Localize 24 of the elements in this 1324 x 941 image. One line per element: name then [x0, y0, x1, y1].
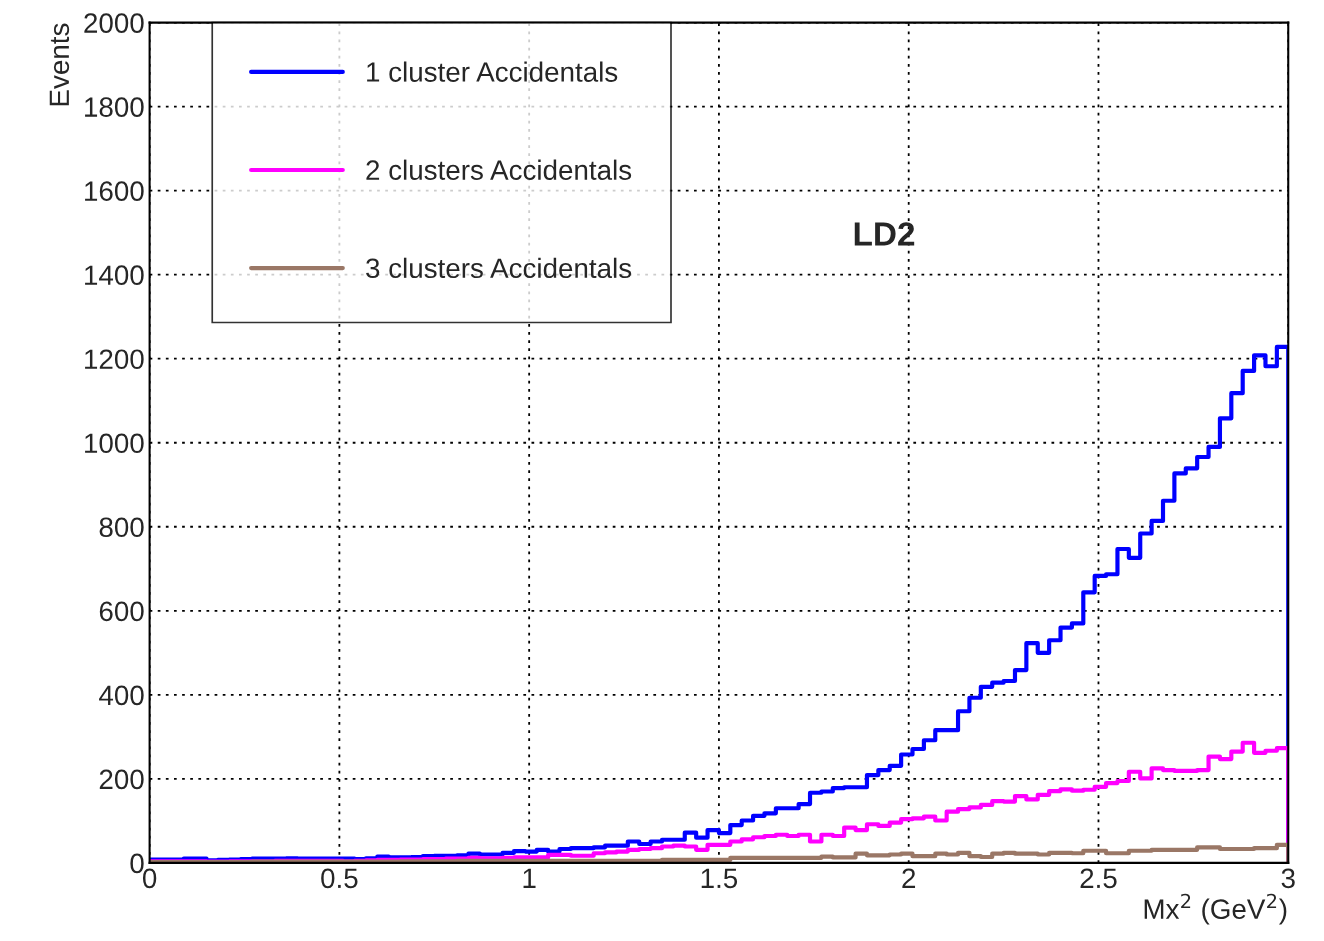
- y-tick-label: 600: [99, 601, 144, 622]
- x-tick-label: 3: [1281, 868, 1295, 889]
- y-tick-label: 1600: [85, 181, 144, 201]
- y-tick-label: 1400: [85, 265, 144, 286]
- y-tick-label: 1200: [85, 349, 144, 370]
- x-tick-label: 1: [523, 868, 536, 888]
- legend-label: 3 clusters Accidentals: [366, 257, 632, 279]
- x-tick-label: 2: [902, 868, 916, 888]
- y-tick-label: 0: [130, 853, 144, 874]
- y-tick-label: 200: [99, 769, 144, 790]
- x-tick-label: 1.5: [701, 868, 738, 889]
- y-tick-label: 400: [99, 685, 144, 706]
- y-tick-label: 800: [99, 517, 144, 538]
- y-tick-label: 1000: [85, 433, 144, 454]
- x-tick-label: 2.5: [1080, 868, 1117, 889]
- y-tick-label: 2000: [84, 13, 144, 33]
- y-axis-title: Events: [49, 23, 70, 106]
- x-tick-label: 0.5: [321, 868, 358, 889]
- annotation: LD2: [854, 222, 915, 246]
- y-tick-label: 1800: [85, 97, 144, 117]
- legend-label: 1 cluster Accidentals: [367, 61, 618, 82]
- x-axis-title: Mx$^{2}$ (GeV$^{2}$): [1144, 893, 1287, 925]
- x-tick-label: 0: [142, 868, 157, 889]
- legend-label: 2 clusters Accidentals: [366, 159, 632, 180]
